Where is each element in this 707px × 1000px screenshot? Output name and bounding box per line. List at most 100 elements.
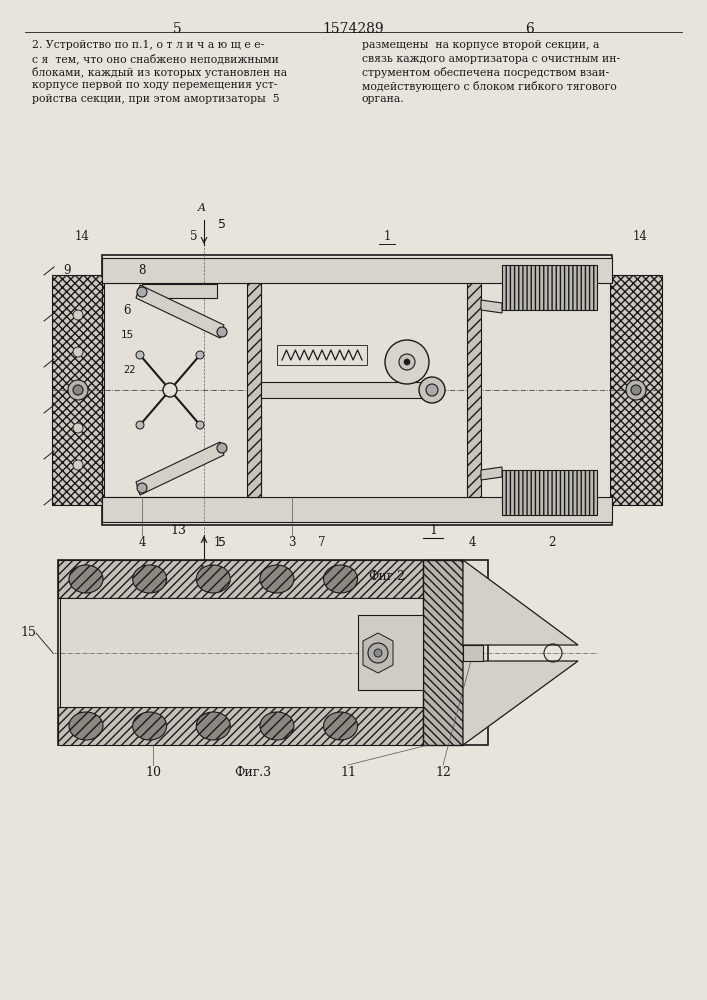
Bar	[102, 255, 612, 525]
Text: 5: 5	[173, 22, 182, 36]
Text: корпусе первой по ходу перемещения уст-: корпусе первой по ходу перемещения уст-	[32, 81, 278, 91]
Text: 2. Устройство по п.1, о т л и ч а ю щ е е-: 2. Устройство по п.1, о т л и ч а ю щ е …	[32, 40, 264, 50]
Text: 1: 1	[383, 231, 391, 243]
Bar	[423, 560, 463, 745]
Ellipse shape	[73, 310, 83, 320]
Ellipse shape	[133, 565, 167, 593]
Text: струментом обеспечена посредством взаи-: струментом обеспечена посредством взаи-	[362, 67, 609, 78]
Text: 9: 9	[63, 263, 71, 276]
Ellipse shape	[196, 351, 204, 359]
Bar	[467, 283, 481, 497]
Ellipse shape	[136, 421, 144, 429]
Ellipse shape	[260, 565, 294, 593]
Ellipse shape	[419, 377, 445, 403]
Text: органа.: органа.	[362, 94, 404, 104]
Ellipse shape	[626, 380, 646, 400]
Ellipse shape	[73, 423, 83, 433]
Bar	[358, 615, 423, 690]
Ellipse shape	[217, 327, 227, 337]
Bar	[261, 382, 432, 398]
Ellipse shape	[399, 354, 415, 370]
Polygon shape	[481, 467, 502, 480]
Text: 14: 14	[633, 231, 648, 243]
Text: 7: 7	[318, 536, 326, 550]
Ellipse shape	[197, 712, 230, 740]
Text: 6: 6	[525, 22, 534, 36]
Text: 15: 15	[20, 626, 36, 640]
Text: 6: 6	[123, 304, 131, 316]
Ellipse shape	[69, 712, 103, 740]
Text: 13: 13	[170, 524, 186, 536]
Text: блоками, каждый из которых установлен на: блоками, каждый из которых установлен на	[32, 67, 287, 78]
Text: 5: 5	[218, 219, 226, 232]
Bar	[58, 707, 423, 745]
Text: модействующего с блоком гибкого тягового: модействующего с блоком гибкого тягового	[362, 81, 617, 92]
Text: 4: 4	[468, 536, 476, 550]
Text: 1574289: 1574289	[322, 22, 384, 36]
Ellipse shape	[73, 460, 83, 470]
Text: с я  тем, что оно снабжено неподвижными: с я тем, что оно снабжено неподвижными	[32, 53, 279, 64]
Polygon shape	[136, 442, 224, 495]
Ellipse shape	[137, 483, 147, 493]
Ellipse shape	[69, 565, 103, 593]
Text: 3: 3	[288, 536, 296, 550]
Bar	[463, 645, 483, 661]
Ellipse shape	[368, 643, 388, 663]
Bar	[52, 275, 104, 505]
Ellipse shape	[324, 712, 358, 740]
Ellipse shape	[374, 649, 382, 657]
Bar	[60, 598, 423, 707]
Ellipse shape	[163, 383, 177, 397]
Text: Фиг.3: Фиг.3	[235, 766, 271, 780]
Text: 1: 1	[214, 536, 221, 550]
Ellipse shape	[324, 565, 358, 593]
Bar	[102, 258, 612, 283]
Ellipse shape	[73, 385, 83, 395]
Text: 11: 11	[340, 766, 356, 780]
Polygon shape	[136, 285, 224, 338]
Bar	[502, 265, 597, 310]
Bar	[277, 345, 367, 365]
Polygon shape	[481, 300, 502, 313]
Bar	[102, 497, 612, 522]
Bar	[58, 560, 488, 745]
Polygon shape	[463, 560, 578, 645]
Text: 1: 1	[429, 524, 437, 536]
Bar	[502, 470, 597, 515]
Ellipse shape	[133, 712, 167, 740]
Polygon shape	[463, 661, 578, 745]
Text: 5: 5	[190, 231, 198, 243]
Text: 12: 12	[435, 766, 451, 780]
Polygon shape	[363, 633, 393, 673]
Text: A: A	[198, 565, 206, 575]
Bar	[247, 283, 261, 497]
Ellipse shape	[426, 384, 438, 396]
Ellipse shape	[385, 340, 429, 384]
Bar	[58, 560, 423, 598]
Ellipse shape	[73, 347, 83, 357]
Text: 4: 4	[139, 536, 146, 550]
Text: связь каждого амортизатора с очистным ин-: связь каждого амортизатора с очистным ин…	[362, 53, 620, 64]
Ellipse shape	[260, 712, 294, 740]
Text: 2: 2	[549, 536, 556, 550]
Text: ройства секции, при этом амортизаторы  5: ройства секции, при этом амортизаторы 5	[32, 94, 280, 104]
Ellipse shape	[68, 380, 88, 400]
Text: 5: 5	[218, 536, 226, 550]
Bar	[610, 275, 662, 505]
Bar	[102, 283, 261, 497]
Ellipse shape	[137, 287, 147, 297]
Ellipse shape	[197, 565, 230, 593]
Text: 10: 10	[145, 766, 161, 780]
Ellipse shape	[631, 385, 641, 395]
Text: 8: 8	[139, 263, 146, 276]
Bar	[142, 284, 217, 298]
Text: Фиг.2: Фиг.2	[368, 570, 406, 583]
Ellipse shape	[196, 421, 204, 429]
Text: 14: 14	[74, 231, 90, 243]
Ellipse shape	[404, 359, 410, 365]
Text: A: A	[198, 203, 206, 213]
Ellipse shape	[136, 351, 144, 359]
Text: размещены  на корпусе второй секции, а: размещены на корпусе второй секции, а	[362, 40, 600, 50]
Text: 22: 22	[124, 365, 136, 375]
Text: 15: 15	[120, 330, 134, 340]
